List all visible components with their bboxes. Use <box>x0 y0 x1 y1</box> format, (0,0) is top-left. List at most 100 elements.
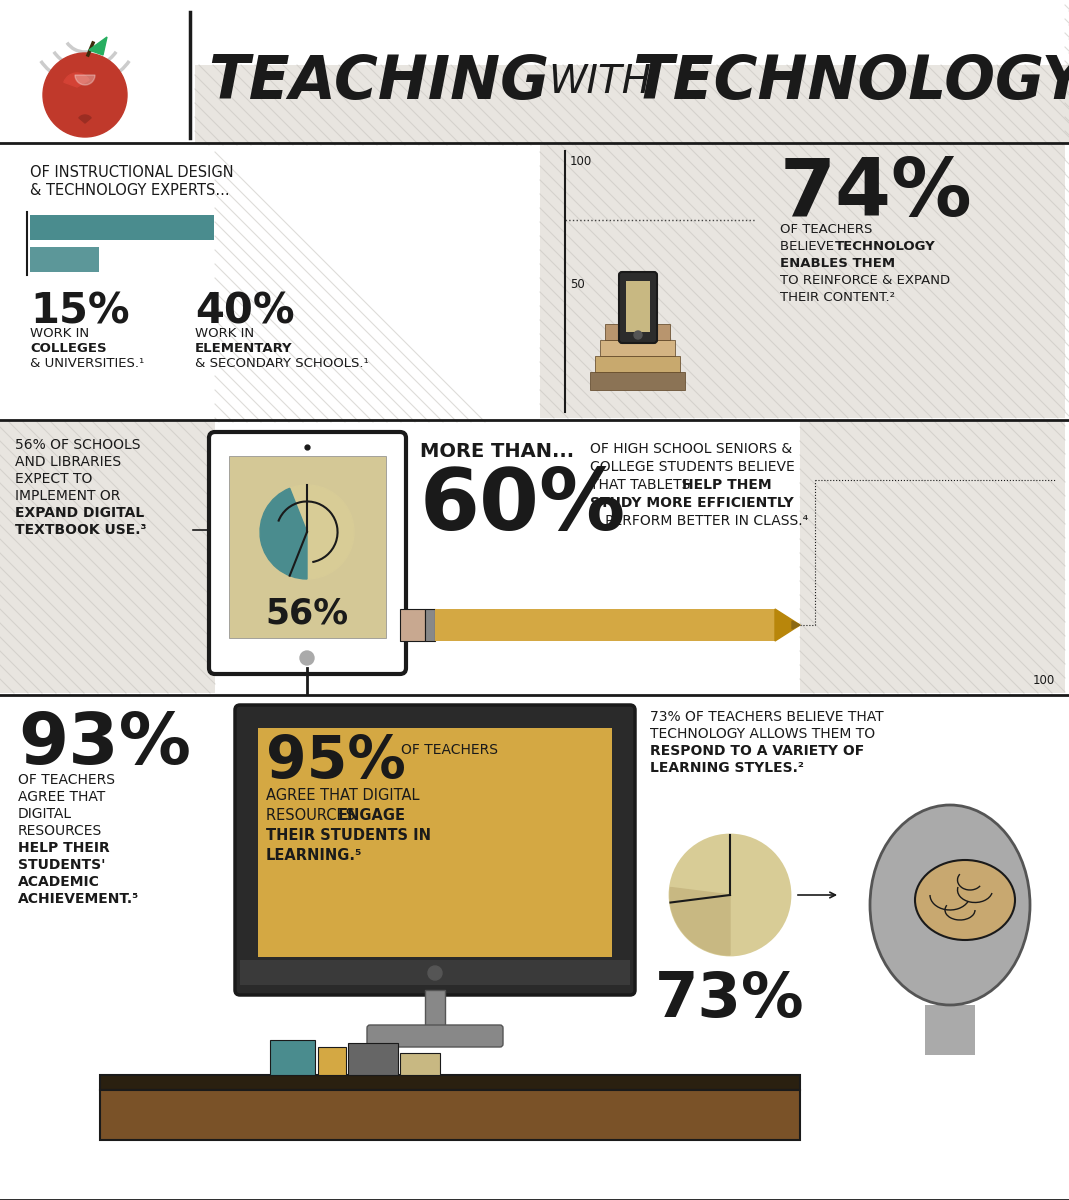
FancyBboxPatch shape <box>367 1025 503 1046</box>
Circle shape <box>428 966 441 980</box>
Polygon shape <box>89 37 107 55</box>
Text: 56%: 56% <box>265 596 348 630</box>
Text: TO REINFORCE & EXPAND: TO REINFORCE & EXPAND <box>780 274 950 287</box>
Text: ACHIEVEMENT.⁵: ACHIEVEMENT.⁵ <box>18 892 139 906</box>
Text: RESOURCES: RESOURCES <box>18 824 103 838</box>
FancyBboxPatch shape <box>241 960 630 985</box>
FancyBboxPatch shape <box>540 145 1065 418</box>
Text: THEIR STUDENTS IN: THEIR STUDENTS IN <box>266 828 431 842</box>
Text: 60%: 60% <box>420 464 626 548</box>
FancyBboxPatch shape <box>229 456 386 638</box>
Circle shape <box>670 835 790 955</box>
Polygon shape <box>775 608 800 641</box>
FancyBboxPatch shape <box>600 340 675 356</box>
Text: OF TEACHERS: OF TEACHERS <box>401 743 498 757</box>
Text: DIGITAL: DIGITAL <box>18 806 72 821</box>
FancyBboxPatch shape <box>30 247 99 272</box>
Wedge shape <box>670 888 730 955</box>
Text: WITH: WITH <box>548 62 651 101</box>
Text: 50: 50 <box>570 278 585 292</box>
Text: & TECHNOLOGY EXPERTS...: & TECHNOLOGY EXPERTS... <box>30 182 230 198</box>
Text: STUDENTS': STUDENTS' <box>18 858 106 872</box>
Text: COLLEGE STUDENTS BELIEVE: COLLEGE STUDENTS BELIEVE <box>590 460 794 474</box>
Text: MORE THAN...: MORE THAN... <box>420 442 574 461</box>
Text: TEACHING: TEACHING <box>208 53 549 112</box>
FancyBboxPatch shape <box>30 215 214 240</box>
Text: 15%: 15% <box>30 290 129 332</box>
Text: WORK IN: WORK IN <box>195 326 259 340</box>
FancyBboxPatch shape <box>0 143 1069 420</box>
FancyBboxPatch shape <box>626 281 650 332</box>
FancyBboxPatch shape <box>270 1040 315 1075</box>
Text: 74%: 74% <box>780 155 973 233</box>
Text: & PERFORM BETTER IN CLASS.⁴: & PERFORM BETTER IN CLASS.⁴ <box>590 514 808 528</box>
Text: 56% OF SCHOOLS: 56% OF SCHOOLS <box>15 438 140 452</box>
FancyBboxPatch shape <box>348 1043 398 1075</box>
Text: TEXTBOOK USE.³: TEXTBOOK USE.³ <box>15 523 146 538</box>
Text: THEIR CONTENT.²: THEIR CONTENT.² <box>780 290 895 304</box>
Polygon shape <box>792 622 800 629</box>
Text: TECHNOLOGY ALLOWS THEM TO: TECHNOLOGY ALLOWS THEM TO <box>650 727 876 740</box>
FancyBboxPatch shape <box>0 0 1069 145</box>
Text: ENABLES THEM: ENABLES THEM <box>780 257 895 270</box>
FancyBboxPatch shape <box>595 356 680 372</box>
Text: ELEMENTARY: ELEMENTARY <box>195 342 293 355</box>
Text: THAT TABLETS: THAT TABLETS <box>590 478 695 492</box>
FancyBboxPatch shape <box>0 422 215 692</box>
Circle shape <box>634 331 642 338</box>
Ellipse shape <box>915 860 1014 940</box>
FancyBboxPatch shape <box>0 695 1069 1200</box>
Text: AND LIBRARIES: AND LIBRARIES <box>15 455 121 469</box>
Wedge shape <box>79 115 91 122</box>
Text: AGREE THAT DIGITAL: AGREE THAT DIGITAL <box>266 788 419 803</box>
Text: RESPOND TO A VARIETY OF: RESPOND TO A VARIETY OF <box>650 744 864 758</box>
Text: 100: 100 <box>570 155 592 168</box>
FancyBboxPatch shape <box>210 432 406 674</box>
Text: 95%: 95% <box>266 733 406 790</box>
Text: 93%: 93% <box>18 710 191 779</box>
Text: HELP THEM: HELP THEM <box>682 478 772 492</box>
Text: 40%: 40% <box>195 290 295 332</box>
Text: WORK IN: WORK IN <box>30 326 93 340</box>
Wedge shape <box>75 74 95 85</box>
FancyBboxPatch shape <box>425 990 445 1028</box>
Text: OF HIGH SCHOOL SENIORS &: OF HIGH SCHOOL SENIORS & <box>590 442 792 456</box>
FancyBboxPatch shape <box>258 728 611 958</box>
FancyBboxPatch shape <box>400 608 425 641</box>
Circle shape <box>300 650 314 665</box>
FancyBboxPatch shape <box>400 1054 440 1075</box>
Circle shape <box>260 485 354 578</box>
FancyBboxPatch shape <box>605 324 670 340</box>
FancyBboxPatch shape <box>317 1046 346 1075</box>
Text: LEARNING.⁵: LEARNING.⁵ <box>266 848 362 863</box>
Text: EXPECT TO: EXPECT TO <box>15 472 92 486</box>
FancyBboxPatch shape <box>0 420 1069 695</box>
FancyBboxPatch shape <box>800 422 1065 692</box>
FancyBboxPatch shape <box>235 704 635 995</box>
Text: IMPLEMENT OR: IMPLEMENT OR <box>15 490 121 503</box>
Text: OF TEACHERS: OF TEACHERS <box>780 223 872 236</box>
Text: 73% OF TEACHERS BELIEVE THAT: 73% OF TEACHERS BELIEVE THAT <box>650 710 884 724</box>
Text: RESOURCES: RESOURCES <box>266 808 359 823</box>
Text: & SECONDARY SCHOOLS.¹: & SECONDARY SCHOOLS.¹ <box>195 358 369 370</box>
Wedge shape <box>260 488 307 578</box>
FancyBboxPatch shape <box>195 65 1069 145</box>
Text: EXPAND DIGITAL: EXPAND DIGITAL <box>15 506 144 520</box>
Text: LEARNING STYLES.²: LEARNING STYLES.² <box>650 761 804 775</box>
Ellipse shape <box>870 805 1031 1006</box>
Text: ENGAGE: ENGAGE <box>338 808 406 823</box>
Text: 100: 100 <box>1033 674 1055 686</box>
Text: OF TEACHERS: OF TEACHERS <box>18 773 115 787</box>
Text: BELIEVE: BELIEVE <box>780 240 838 253</box>
FancyBboxPatch shape <box>925 1006 975 1055</box>
FancyBboxPatch shape <box>100 1090 800 1140</box>
Text: STUDY MORE EFFICIENTLY: STUDY MORE EFFICIENTLY <box>590 496 794 510</box>
FancyBboxPatch shape <box>619 272 657 343</box>
Circle shape <box>43 53 127 137</box>
Text: 73%: 73% <box>655 970 805 1030</box>
FancyBboxPatch shape <box>100 1075 800 1090</box>
Wedge shape <box>64 73 89 86</box>
Text: TECHNOLOGY: TECHNOLOGY <box>632 53 1069 112</box>
Text: AGREE THAT: AGREE THAT <box>18 790 105 804</box>
Text: OF INSTRUCTIONAL DESIGN: OF INSTRUCTIONAL DESIGN <box>30 164 234 180</box>
